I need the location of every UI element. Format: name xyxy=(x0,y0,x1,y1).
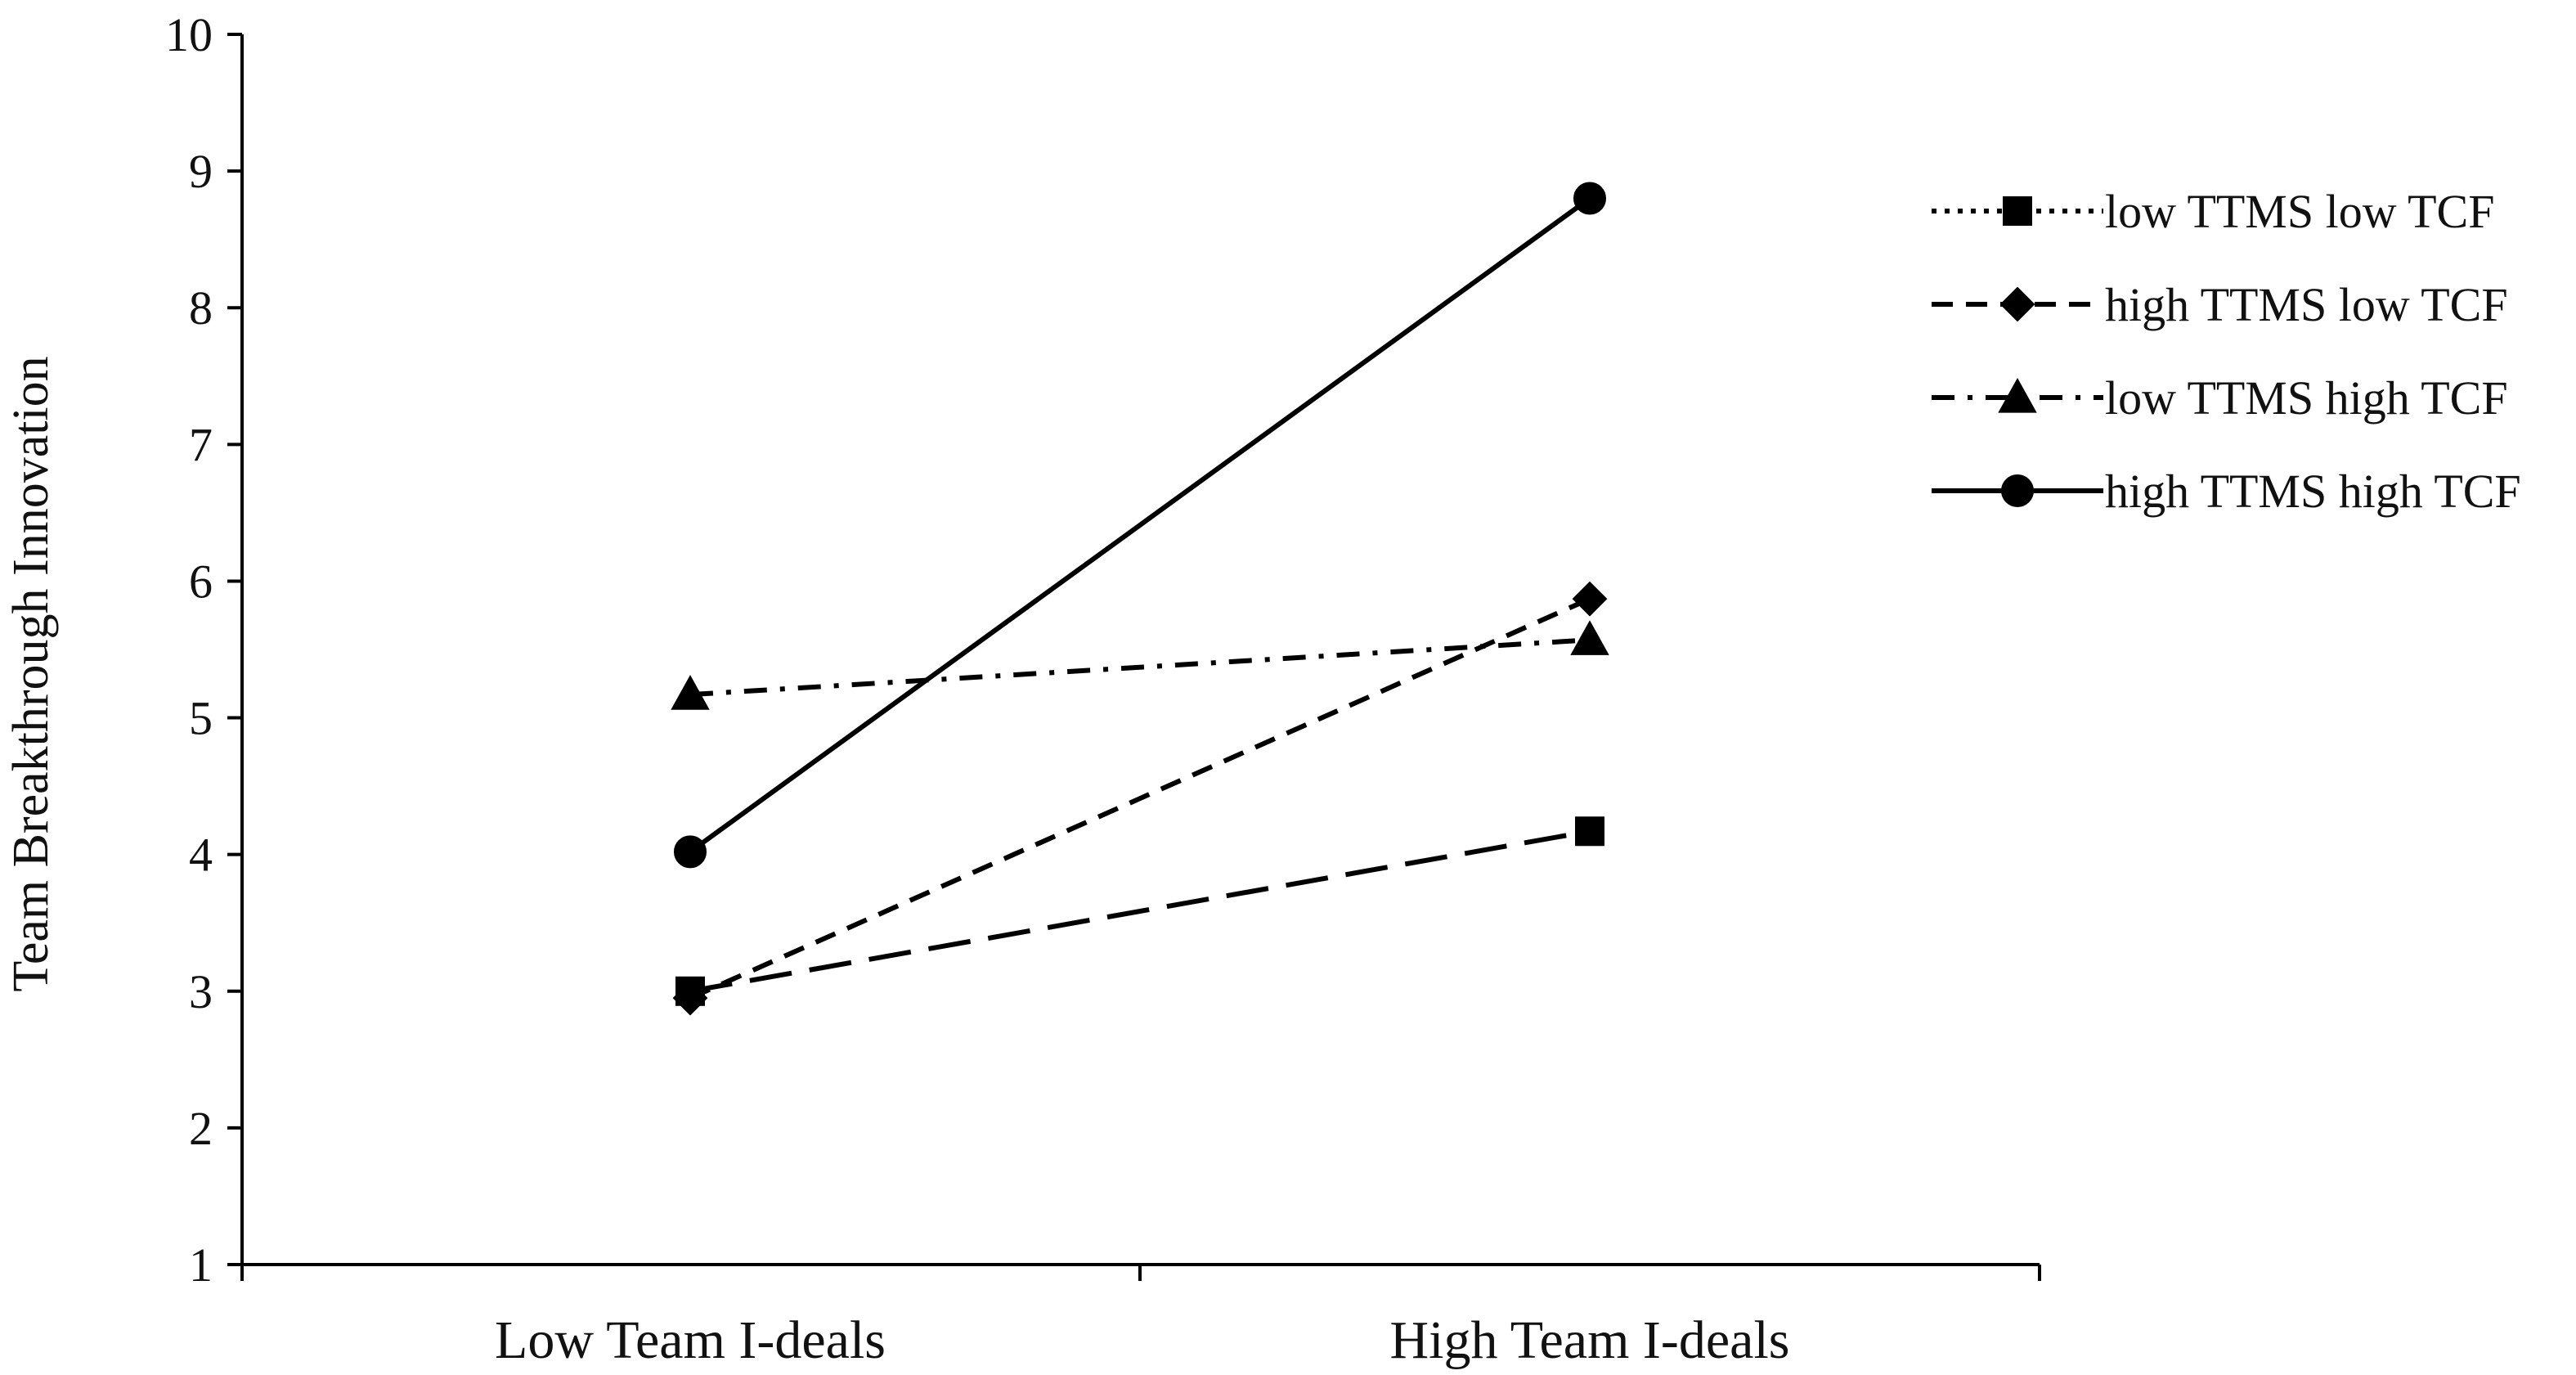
y-tick-label: 7 xyxy=(189,418,213,471)
series-line xyxy=(689,829,1591,994)
series-line xyxy=(689,637,1591,698)
legend-label: high TTMS high TCF xyxy=(2105,465,2521,518)
y-tick-label: 5 xyxy=(189,692,213,745)
legend: low TTMS low TCF high TTMS low TCF low TTM… xyxy=(1932,185,2521,518)
legend-marker-square xyxy=(2003,196,2032,226)
series-high-ttms-high-tcf xyxy=(674,182,1606,869)
data-point-diamond xyxy=(672,980,708,1016)
data-point-triangle xyxy=(671,675,710,710)
y-tick-label: 6 xyxy=(189,555,213,608)
y-tick-label: 8 xyxy=(189,281,213,335)
series-low-ttms-high-tcf xyxy=(671,620,1609,710)
y-tick-label: 10 xyxy=(165,8,213,61)
y-axis-title: Team Breakthrough Innovation xyxy=(3,356,59,991)
x-category-label: High Team I-deals xyxy=(1389,1310,1789,1370)
legend-label: low TTMS low TCF xyxy=(2105,185,2494,238)
axes xyxy=(240,34,2040,1266)
legend-item: high TTMS high TCF xyxy=(1932,465,2521,518)
data-point-square xyxy=(1575,816,1604,847)
y-tick-label: 9 xyxy=(189,145,213,198)
legend-item: low TTMS low TCF xyxy=(1932,185,2494,238)
legend-marker-circle xyxy=(2001,474,2034,507)
series-layer xyxy=(671,182,1609,1016)
legend-label: low TTMS high TCF xyxy=(2105,371,2508,425)
x-axis-ticks: Low Team I-deals High Team I-deals xyxy=(240,1265,2041,1370)
legend-item: low TTMS high TCF xyxy=(1932,371,2508,425)
series-line xyxy=(689,596,1591,1000)
data-point-circle xyxy=(674,835,707,869)
y-axis-ticks: 1 2 3 4 5 6 7 8 9 10 xyxy=(165,8,242,1292)
legend-marker-triangle xyxy=(1998,377,2037,413)
y-tick-label: 1 xyxy=(189,1238,213,1292)
x-category-label: Low Team I-deals xyxy=(495,1310,886,1370)
data-point-circle xyxy=(1573,182,1606,215)
y-tick-label: 4 xyxy=(189,829,213,882)
legend-label: high TTMS low TCF xyxy=(2105,278,2508,331)
data-point-triangle xyxy=(1570,620,1609,655)
series-high-ttms-low-tcf xyxy=(672,581,1608,1016)
legend-marker-diamond xyxy=(1999,286,2035,322)
data-point-diamond xyxy=(1572,581,1608,617)
y-tick-label: 3 xyxy=(189,965,213,1018)
series-line xyxy=(689,196,1591,854)
series-low-ttms-low-tcf xyxy=(675,816,1604,1006)
y-tick-label: 2 xyxy=(189,1102,213,1155)
legend-item: high TTMS low TCF xyxy=(1932,278,2508,331)
